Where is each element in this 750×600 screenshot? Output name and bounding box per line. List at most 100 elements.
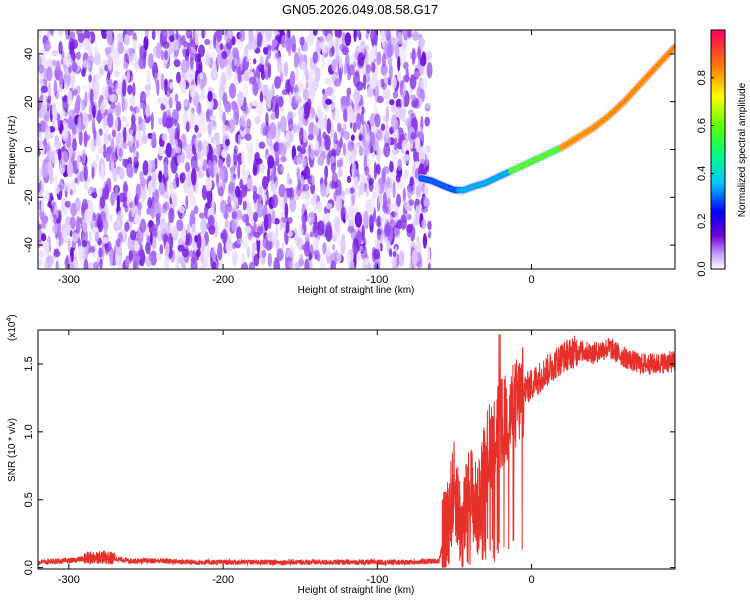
spectrogram-noise-blob: [416, 260, 423, 269]
spectrogram-noise-blob: [176, 71, 181, 84]
spectrogram-noise-blob: [261, 84, 269, 96]
spectrogram-noise-blob: [169, 81, 174, 90]
spectrogram-noise-blob: [104, 108, 110, 117]
spectrogram-noise-blob: [399, 45, 407, 64]
spectrogram-noise-blob: [63, 82, 68, 92]
snr-series-line: [38, 334, 675, 568]
spectrogram-noise-blob: [135, 139, 139, 149]
spectrogram-noise-blob: [398, 250, 405, 267]
spectrogram-noise-blob: [57, 113, 61, 128]
spectrogram-noise-blob: [176, 219, 184, 232]
spectrogram-noise-blob: [305, 196, 310, 209]
spectrogram-noise-blob: [409, 74, 417, 90]
spectrogram-noise-blob: [103, 133, 109, 145]
spectrogram-noise-blob: [194, 30, 199, 46]
spectrogram-noise-blob: [416, 86, 423, 99]
spectrogram-noise-blob: [367, 30, 371, 34]
spectrogram-noise-blob: [326, 118, 332, 134]
spectrogram-noise-blob: [374, 113, 381, 128]
spectrogram-noise-blob: [45, 117, 49, 135]
spectrogram-noise-blob: [74, 197, 81, 212]
spectrogram-noise-blob: [353, 176, 359, 189]
spectrogram-noise-blob: [223, 211, 229, 220]
spectrogram-noise-blob: [54, 173, 58, 188]
spectrogram-noise-blob: [299, 127, 304, 146]
spectrogram-noise-blob: [365, 185, 370, 197]
colorbar-ticks: 0.0 0.2 0.4 0.6 0.8: [696, 70, 714, 277]
spectrogram-noise-blob: [47, 95, 52, 104]
spectrogram-noise-blob: [213, 160, 217, 178]
spectrogram-noise-blob: [121, 97, 125, 113]
spectrogram-noise-blob: [242, 236, 250, 249]
spectrogram-noise-blob: [88, 246, 96, 253]
spectrogram-noise-blob: [221, 50, 227, 60]
spectrogram-noise-blob: [274, 102, 280, 120]
spectrogram-noise-blob: [217, 242, 223, 261]
spectrogram-noise-blob: [362, 125, 366, 144]
spectrogram-noise-blob: [265, 112, 269, 127]
spectrogram-noise-blob: [388, 248, 393, 258]
spectrogram-noise-blob: [218, 101, 222, 115]
spectrogram-noise-blob: [117, 41, 124, 55]
spectrogram-noise-blob: [231, 250, 238, 266]
spectrogram-noise-blob: [386, 187, 392, 194]
spectrogram-noise-blob: [111, 129, 117, 138]
spectrogram-y-tick-label: 0: [23, 146, 35, 152]
spectrogram-noise-blob: [126, 30, 134, 36]
spectrogram-noise-blob: [40, 197, 45, 213]
spectrogram-noise-blob: [69, 31, 76, 41]
spectrogram-noise-blob: [332, 143, 338, 150]
spectrogram-noise-blob: [122, 79, 127, 97]
spectrogram-noise-blob: [197, 105, 201, 115]
spectrogram-noise-blob: [291, 35, 296, 52]
spectrogram-noise-blob: [149, 231, 153, 246]
spectrogram-noise-blob: [196, 166, 200, 173]
spectrogram-y-tick-label: -20: [23, 189, 35, 205]
spectrogram-noise-blob: [319, 258, 326, 269]
spectrogram-noise-blob: [57, 30, 63, 36]
spectrogram-noise-blob: [169, 248, 174, 259]
spectrogram-noise-blob: [373, 261, 380, 269]
spectrogram-noise-blob: [415, 239, 422, 252]
spectrogram-noise-blob: [237, 152, 243, 166]
spectrogram-x-tick-label: -200: [212, 274, 234, 286]
spectrogram-noise-blob: [123, 126, 127, 143]
spectrogram-noise-blob: [222, 125, 230, 137]
spectrogram-noise-blob: [185, 121, 190, 133]
spectrogram-noise-blob: [58, 41, 63, 55]
spectrogram-noise-blob: [392, 181, 396, 199]
spectrogram-noise-blob: [310, 211, 315, 224]
spectrogram-noise-blob: [93, 187, 97, 196]
spectrogram-noise-blob: [375, 163, 381, 175]
spectrogram-noise-blob: [401, 139, 409, 152]
spectrogram-noise-blob: [392, 251, 397, 258]
spectrogram-x-ticks: -300 -200 -100 0: [58, 30, 535, 286]
spectrogram-noise-blob: [239, 30, 246, 42]
spectrogram-noise-blob: [368, 213, 374, 226]
spectrogram-noise-blob: [107, 54, 113, 71]
spectrogram-noise-blob: [129, 105, 134, 112]
spectrogram-noise-blob: [53, 107, 58, 122]
spectrogram-noise-blob: [259, 203, 263, 215]
spectrogram-noise-blob: [97, 145, 104, 155]
spectrogram-noise-blob: [210, 52, 217, 59]
spectrogram-noise-blob: [124, 221, 130, 232]
spectrogram-noise-blob: [334, 218, 341, 232]
spectrogram-noise-blob: [346, 105, 354, 123]
spectrogram-noise-blob: [237, 134, 241, 146]
spectrogram-noise-blob: [230, 190, 235, 202]
spectrogram-noise-blob: [38, 239, 42, 248]
spectrogram-noise-blob: [218, 88, 222, 103]
spectrogram-noise-blob: [373, 44, 377, 54]
spectrogram-noise-blob: [420, 77, 429, 90]
spectrogram-noise-blob: [267, 62, 272, 79]
spectrogram-noise-blob: [322, 92, 329, 110]
spectrogram-noise-blob: [150, 203, 156, 219]
spectrogram-noise-blob: [418, 132, 424, 141]
spectrogram-noise-blob: [313, 30, 318, 36]
snr-x-tick-label: -100: [366, 574, 388, 586]
spectrogram-noise-blob: [308, 251, 312, 261]
spectrogram-noise-blob: [55, 260, 59, 269]
spectrogram-noise-blob: [407, 185, 412, 200]
